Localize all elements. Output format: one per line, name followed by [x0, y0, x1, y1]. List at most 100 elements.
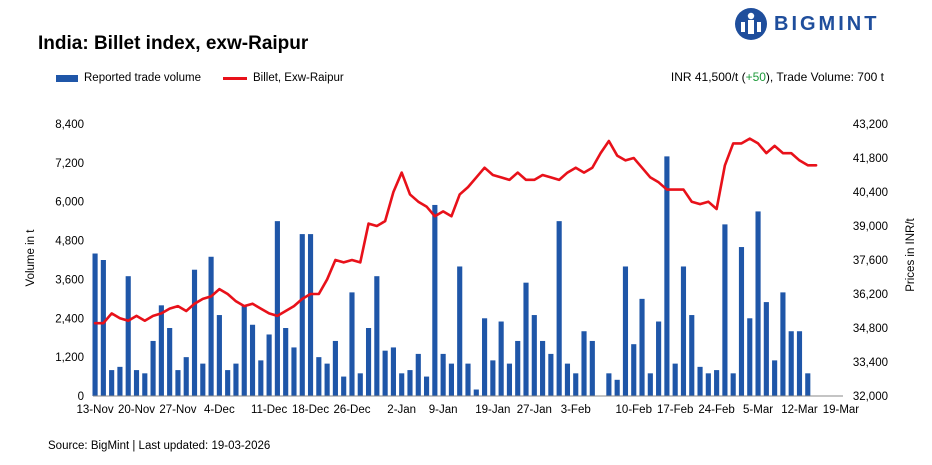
volume-bar [664, 156, 670, 396]
volume-bar [249, 324, 256, 396]
volume-bar [639, 298, 645, 396]
y-left-tick-label: 3,600 [55, 274, 84, 286]
volume-bar [291, 347, 297, 396]
volume-bars [92, 156, 811, 396]
volume-bar [473, 389, 479, 396]
volume-bar [440, 353, 446, 396]
volume-bar [258, 360, 264, 396]
x-tick-label: 27-Nov [159, 404, 196, 416]
x-tick-label: 9-Jan [429, 404, 458, 416]
volume-bar [191, 269, 198, 396]
y-left-tick-label: 0 [78, 391, 84, 403]
y-left-tick-label: 6,000 [55, 197, 84, 209]
volume-bar [150, 340, 156, 396]
volume-bar [780, 292, 786, 396]
volume-bar [622, 266, 629, 396]
volume-bar [490, 360, 496, 396]
y-right-tick-label: 41,800 [853, 153, 888, 165]
volume-bar [680, 266, 687, 396]
volume-bar [208, 256, 214, 396]
legend-swatch-billet [222, 76, 247, 80]
volume-bar [332, 340, 338, 396]
volume-bar [805, 373, 811, 396]
price-summary: INR 41,500/t (+50), Trade Volume: 700 t [671, 70, 884, 84]
y-right-tick-label: 33,400 [853, 357, 888, 369]
volume-bar [747, 318, 753, 396]
logo-text: BIGMINT [774, 12, 880, 35]
volume-bar [92, 253, 98, 396]
legend-item-billet: Billet, Exw-Raipur [222, 72, 344, 84]
page-title: India: Billet index, exw-Raipur [38, 33, 309, 54]
x-tick-label: 19-Jan [475, 404, 510, 416]
summary-volume: ), Trade Volume: 700 t [765, 70, 884, 84]
x-tick-label: 19-Mar [823, 404, 860, 416]
volume-bar [772, 360, 778, 396]
volume-bar [423, 376, 430, 396]
volume-bar [432, 204, 438, 396]
y-right-tick-label: 39,000 [853, 221, 888, 233]
volume-bar [274, 221, 280, 396]
y-right-tick-label: 43,200 [853, 119, 888, 131]
volume-bar [225, 370, 231, 396]
x-ticks: 13-Nov 20-Nov 27-Nov 4-Dec 11-Dec 18-Dec 26-De… [77, 404, 860, 416]
legend-label-volume: Reported trade volume [84, 72, 201, 84]
y-right-ticks: 32,000 33,400 34,800 36,200 37,600 39,000 40,4… [853, 119, 888, 403]
volume-bar [283, 328, 289, 396]
volume-bar [357, 373, 363, 396]
volume-bar [722, 224, 728, 396]
volume-bar [324, 363, 330, 396]
x-tick-label: 18-Dec [292, 404, 329, 416]
volume-bar [307, 234, 314, 396]
source-note: Source: BigMint | Last updated: 19-03-20… [48, 440, 271, 452]
volume-bar [133, 370, 140, 396]
volume-bar [515, 340, 521, 396]
volume-bar [796, 331, 803, 396]
volume-bar [689, 315, 695, 396]
volume-bar [200, 363, 206, 396]
volume-bar [730, 373, 736, 396]
volume-bar [374, 276, 380, 396]
volume-bar [299, 234, 305, 396]
volume-bar [573, 373, 579, 396]
volume-bar [482, 318, 488, 396]
volume-bar [216, 315, 222, 396]
billet-price-line [93, 137, 818, 325]
y-left-ticks: 0 1,200 2,400 3,600 4,800 6,000 7,200 8,400 [55, 119, 84, 403]
volume-bar [125, 276, 131, 396]
y-right-axis-label: Prices in INR/t [905, 217, 917, 291]
summary-price: INR 41,500/t ( [670, 70, 746, 84]
volume-bar [647, 373, 653, 396]
volume-bar [100, 260, 106, 396]
volume-bar [448, 363, 454, 396]
x-tick-label: 2-Jan [387, 404, 416, 416]
volume-bar [142, 373, 148, 396]
volume-bar [531, 315, 537, 396]
volume-bar [167, 328, 173, 396]
legend-item-volume: Reported trade volume [56, 72, 201, 84]
volume-bar [581, 331, 587, 396]
volume-bar [117, 366, 123, 396]
volume-bar [672, 363, 678, 396]
x-tick-label: 12-Mar [781, 404, 818, 416]
volume-bar [341, 376, 347, 396]
volume-bar [738, 247, 745, 396]
x-tick-label: 10-Feb [616, 404, 652, 416]
y-right-tick-label: 34,800 [853, 323, 888, 335]
volume-bar [506, 363, 513, 396]
volume-bar [457, 266, 463, 396]
x-tick-label: 27-Jan [517, 404, 552, 416]
x-tick-label: 13-Nov [77, 404, 114, 416]
volume-bar [233, 363, 239, 396]
volume-bar [266, 334, 272, 396]
y-left-axis-label: Volume in t [25, 229, 37, 287]
volume-bar [399, 373, 405, 396]
volume-bar [498, 321, 504, 396]
volume-bar [349, 292, 355, 396]
volume-bar [589, 340, 595, 396]
x-tick-label: 4-Dec [204, 404, 235, 416]
y-right-tick-label: 32,000 [853, 391, 888, 403]
volume-bar [382, 350, 388, 396]
volume-bar [316, 357, 322, 396]
volume-bar [365, 328, 372, 396]
volume-bar [788, 331, 794, 396]
